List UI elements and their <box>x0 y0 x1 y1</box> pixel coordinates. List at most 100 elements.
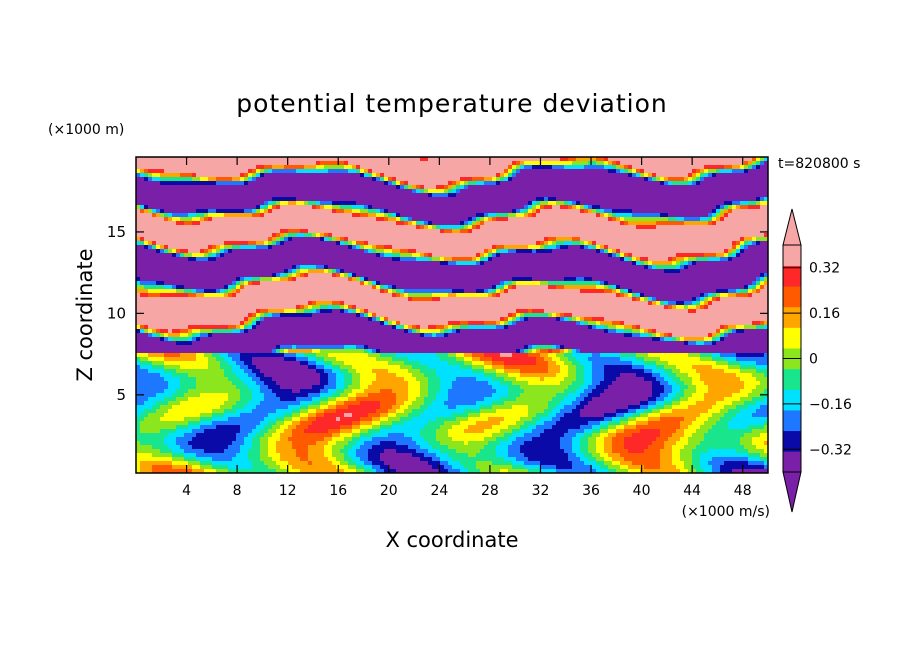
contour-cell <box>364 265 369 270</box>
contour-cell <box>748 177 753 182</box>
contour-cell <box>188 273 193 278</box>
contour-cell <box>464 169 469 174</box>
contour-cell <box>464 225 469 230</box>
contour-cell <box>736 177 741 182</box>
contour-cell <box>600 213 605 218</box>
contour-cell <box>564 273 569 278</box>
contour-cell <box>576 169 581 174</box>
contour-cell <box>496 261 501 266</box>
contour-cell <box>584 213 589 218</box>
contour-cell <box>220 249 225 254</box>
contour-cell <box>752 169 757 174</box>
contour-cell <box>268 245 273 250</box>
contour-cell <box>408 165 413 170</box>
contour-cell <box>524 253 529 258</box>
contour-cell <box>580 209 585 214</box>
contour-cell <box>664 205 669 210</box>
contour-cell <box>540 165 545 170</box>
contour-cell <box>660 177 665 182</box>
contour-cell <box>488 189 493 194</box>
contour-cell <box>548 177 553 182</box>
contour-cell <box>172 237 177 242</box>
contour-cell <box>528 237 533 242</box>
contour-cell <box>392 265 397 270</box>
contour-cell <box>168 213 173 218</box>
contour-cell <box>476 229 481 234</box>
contour-cell <box>172 265 177 270</box>
contour-cell <box>688 197 693 202</box>
contour-cell <box>596 273 601 278</box>
contour-cell <box>708 233 713 238</box>
contour-cell <box>240 249 245 254</box>
contour-cell <box>656 253 661 258</box>
contour-cell <box>148 281 153 286</box>
contour-cell <box>396 253 401 258</box>
contour-cell <box>584 161 589 166</box>
contour-cell <box>160 241 165 246</box>
contour-cell <box>748 205 753 210</box>
contour-cell <box>480 173 485 178</box>
contour-cell <box>384 177 389 182</box>
contour-cell <box>728 249 733 254</box>
contour-cell <box>584 265 589 270</box>
contour-cell <box>368 213 373 218</box>
contour-cell <box>332 181 337 186</box>
contour-cell <box>600 245 605 250</box>
contour-cell <box>512 161 517 166</box>
contour-cell <box>684 261 689 266</box>
contour-cell <box>204 233 209 238</box>
contour-cell <box>292 281 297 286</box>
contour-cell <box>700 233 705 238</box>
contour-cell <box>336 181 341 186</box>
contour-cell <box>516 265 521 270</box>
contour-cell <box>220 165 225 170</box>
contour-cell <box>440 217 445 222</box>
contour-cell <box>176 221 181 226</box>
contour-cell <box>368 157 373 162</box>
contour-cell <box>296 205 301 210</box>
contour-cell <box>708 277 713 282</box>
contour-cell <box>200 265 205 270</box>
contour-cell <box>604 257 609 262</box>
contour-cell <box>352 277 357 282</box>
contour-cell <box>672 201 677 206</box>
contour-cell <box>292 237 297 242</box>
contour-cell <box>160 157 165 162</box>
contour-cell <box>632 177 637 182</box>
contour-cell <box>380 273 385 278</box>
contour-cell <box>660 205 665 210</box>
contour-cell <box>372 185 377 190</box>
contour-cell <box>376 165 381 170</box>
contour-cell <box>548 273 553 278</box>
contour-cell <box>184 237 189 242</box>
contour-cell <box>436 261 441 266</box>
contour-cell <box>396 169 401 174</box>
contour-cell <box>612 217 617 222</box>
contour-cell <box>360 173 365 178</box>
contour-cell <box>708 181 713 186</box>
contour-cell <box>412 165 417 170</box>
contour-cell <box>608 257 613 262</box>
contour-cell <box>380 189 385 194</box>
contour-cell <box>160 257 165 262</box>
contour-cell <box>660 197 665 202</box>
contour-cell <box>264 261 269 266</box>
contour-cell <box>716 189 721 194</box>
contour-cell <box>288 265 293 270</box>
contour-cell <box>556 229 561 234</box>
contour-cell <box>248 221 253 226</box>
contour-cell <box>692 161 697 166</box>
contour-cell <box>724 217 729 222</box>
contour-cell <box>492 213 497 218</box>
contour-cell <box>188 197 193 202</box>
contour-cell <box>280 205 285 210</box>
contour-cell <box>732 249 737 254</box>
contour-cell <box>504 273 509 278</box>
contour-cell <box>220 261 225 266</box>
contour-cell <box>728 253 733 258</box>
contour-cell <box>760 261 765 266</box>
contour-cell <box>564 269 569 274</box>
contour-cell <box>236 161 241 166</box>
contour-cell <box>224 269 229 274</box>
contour-cell <box>308 165 313 170</box>
